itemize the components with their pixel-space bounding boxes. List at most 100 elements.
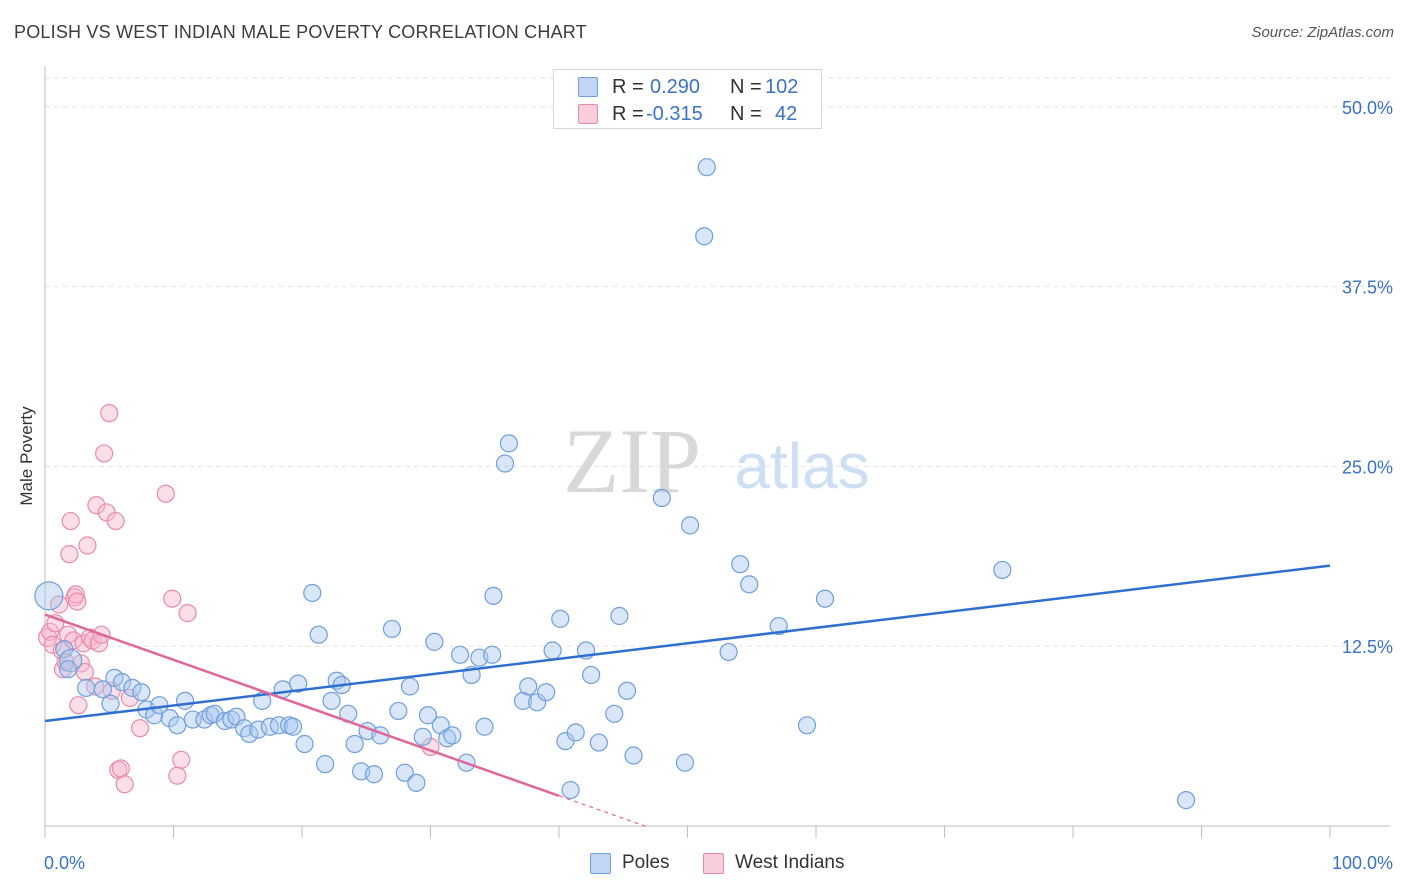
- west-indians-point: [69, 696, 88, 715]
- y-tick-label: 12.5%: [1342, 637, 1393, 657]
- poles-point: [101, 694, 120, 713]
- poles-point: [610, 606, 629, 626]
- bottom-legend-swatch-west-indians: [703, 853, 724, 874]
- poles-point: [413, 727, 432, 746]
- legend-swatch-west-indians: [578, 104, 598, 124]
- y-tick-label: 37.5%: [1342, 278, 1393, 298]
- watermark-zip: ZIP: [563, 410, 701, 512]
- bottom-legend-label-west-indians: West Indians: [735, 852, 845, 873]
- grid-lines: [45, 77, 1390, 647]
- poles-point: [675, 753, 695, 772]
- poles-point: [175, 691, 195, 710]
- poles-point: [769, 616, 788, 636]
- poles-point: [624, 746, 643, 765]
- poles-point: [93, 680, 112, 699]
- poles-point: [168, 716, 187, 735]
- y-tick-label: 50.0%: [1342, 98, 1393, 118]
- poles-point: [450, 645, 470, 664]
- west-indians-point: [43, 635, 62, 654]
- poles-point: [551, 609, 570, 628]
- bottom-legend-swatch-poles: [590, 853, 611, 874]
- source-label: Source: ZipAtlas.com: [1251, 24, 1394, 41]
- poles-point: [222, 710, 241, 729]
- west-indians-point: [78, 536, 97, 555]
- west-indians-point: [106, 511, 125, 531]
- legend-n-value: 102: [765, 76, 799, 98]
- poles-point: [537, 683, 556, 702]
- series-west-indians: [37, 404, 440, 794]
- series-poles: [34, 158, 1196, 810]
- west-indians-point: [115, 775, 134, 794]
- poles-point: [160, 709, 179, 728]
- poles-point: [418, 706, 438, 725]
- poles-point: [123, 678, 142, 698]
- bottom-legend-label-poles: Poles: [622, 852, 670, 873]
- legend-swatch-poles: [578, 77, 598, 97]
- poles-point: [59, 660, 78, 679]
- west-indians-point: [172, 750, 191, 769]
- poles-point: [382, 619, 402, 639]
- west-indians-point: [163, 589, 182, 608]
- west-indians-point: [156, 484, 175, 503]
- y-tick-label: 25.0%: [1342, 457, 1393, 477]
- poles-point: [697, 158, 716, 177]
- poles-point: [55, 639, 74, 659]
- poles-point: [589, 733, 608, 752]
- poles-trend-line: [44, 564, 1331, 723]
- west-indians-point: [61, 511, 80, 531]
- poles-point: [77, 678, 96, 698]
- poles-point: [295, 734, 314, 754]
- poles-point: [1176, 791, 1196, 810]
- poles-point: [112, 673, 132, 692]
- poles-point: [289, 674, 308, 693]
- poles-point: [364, 765, 384, 784]
- poles-point: [652, 488, 671, 508]
- west-indians-point: [66, 585, 85, 604]
- poles-point: [283, 717, 303, 736]
- poles-point: [400, 677, 420, 696]
- poles-point: [499, 434, 518, 453]
- poles-point: [269, 716, 288, 735]
- x-tick-label: 0.0%: [44, 853, 85, 873]
- west-indians-point: [111, 759, 130, 778]
- poles-point: [438, 729, 457, 748]
- legend-r-value: -0.315: [646, 103, 703, 125]
- poles-point: [731, 555, 750, 574]
- legend-r-label: R =: [612, 76, 650, 98]
- legend-r-value: 0.290: [650, 76, 701, 98]
- poles-point: [260, 717, 279, 736]
- x-tick-label: 100.0%: [1332, 853, 1393, 873]
- poles-point: [443, 726, 462, 745]
- poles-point: [132, 683, 151, 702]
- poles-point: [240, 724, 259, 744]
- poles-point: [618, 681, 637, 700]
- west-indians-point: [178, 604, 197, 623]
- poles-point: [695, 227, 714, 246]
- west-indians-trend-line: [44, 613, 560, 797]
- poles-point: [395, 763, 414, 782]
- trend-lines: [44, 564, 1331, 829]
- poles-point: [528, 693, 547, 712]
- west-indians-point: [80, 628, 100, 647]
- west-indians-trend-extension: [558, 795, 650, 829]
- poles-point: [797, 716, 817, 735]
- correlation-legend: R = 0.290 N = 102 R = -0.315 N = 42: [553, 69, 822, 129]
- tick-labels: 12.5% 25.0% 37.5% 50.0% 0.0% 100.0%: [44, 98, 1393, 873]
- poles-point: [316, 755, 335, 774]
- poles-point: [513, 691, 533, 710]
- poles-point: [425, 632, 444, 651]
- poles-point: [582, 665, 601, 685]
- poles-point: [475, 717, 494, 736]
- poles-point: [389, 701, 408, 721]
- poles-point: [605, 704, 624, 723]
- poles-point: [34, 581, 64, 611]
- poles-point: [303, 583, 322, 603]
- west-indians-point: [100, 404, 119, 423]
- west-indians-point: [130, 719, 150, 738]
- poles-point: [566, 723, 585, 742]
- legend-n-label: N =: [730, 76, 768, 98]
- poles-point: [484, 586, 503, 605]
- poles-point: [309, 625, 328, 644]
- poles-point: [561, 780, 580, 800]
